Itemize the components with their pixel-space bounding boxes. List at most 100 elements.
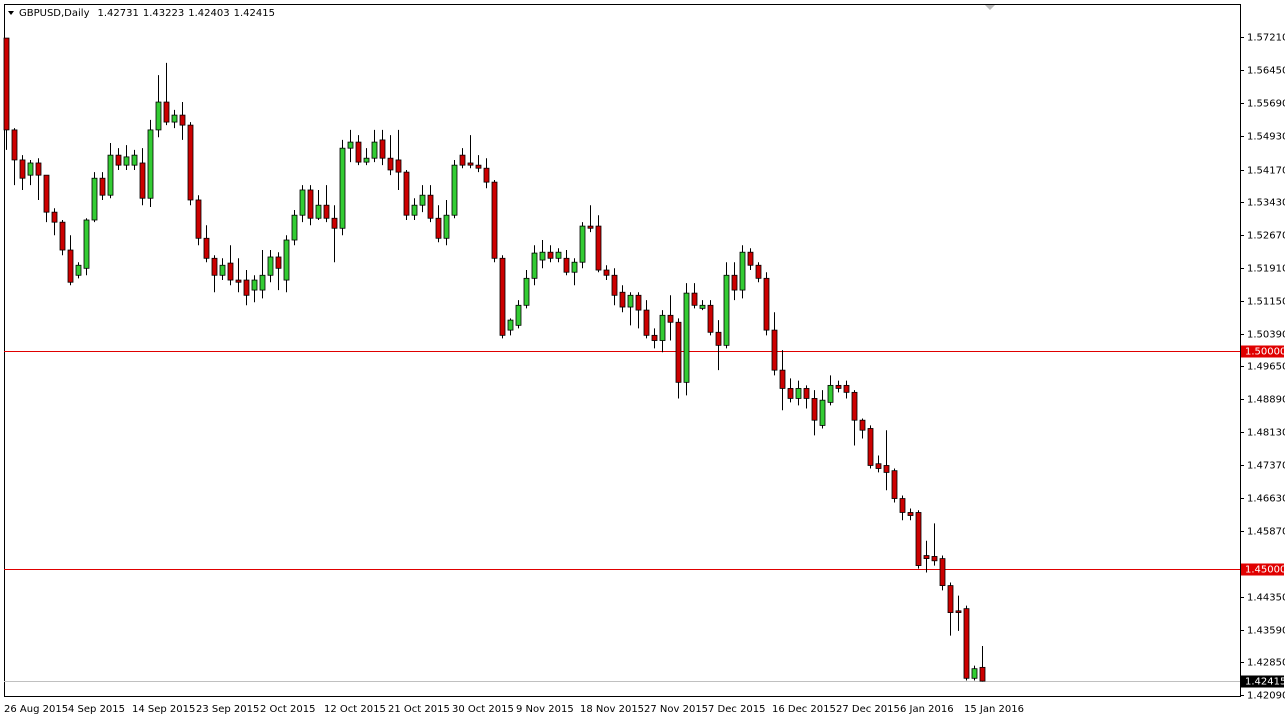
x-tick-label: 18 Nov 2015	[580, 704, 644, 715]
candle-body	[315, 204, 322, 219]
candle-body	[275, 256, 282, 269]
level-label: 1.45000	[1245, 565, 1285, 576]
x-tick-label: 30 Oct 2015	[452, 704, 514, 715]
x-tick-label: 14 Sep 2015	[132, 704, 195, 715]
candle-body	[211, 257, 218, 276]
x-tick-label: 16 Dec 2015	[772, 704, 836, 715]
x-tick-label: 7 Dec 2015	[708, 704, 766, 715]
candle-body	[731, 274, 738, 291]
candle-body	[59, 221, 66, 251]
candle-body	[75, 264, 82, 276]
candle-body	[739, 251, 746, 291]
candle-body	[395, 159, 402, 173]
chart-header: GBPUSD,Daily 1.42731 1.43223 1.42403 1.42415	[19, 8, 275, 19]
candle-body	[747, 251, 754, 266]
candle-body	[139, 162, 146, 199]
y-tick-label: 1.48130	[1247, 428, 1285, 439]
candle-body	[179, 114, 186, 126]
candle-body	[603, 269, 610, 276]
y-tick-label: 1.51910	[1247, 264, 1285, 275]
candle-body	[931, 556, 938, 562]
candle-body	[779, 369, 786, 389]
candle-body	[491, 181, 498, 259]
y-tick-label: 1.42090	[1247, 691, 1285, 702]
x-tick-label: 26 Aug 2015	[4, 704, 68, 715]
candle-body	[955, 610, 962, 613]
candle-body	[691, 292, 698, 306]
candle-body	[971, 668, 978, 679]
candle-body	[451, 164, 458, 216]
candle-body	[571, 261, 578, 273]
candle-body	[659, 314, 666, 341]
candle-body	[123, 156, 130, 166]
level-label-box	[1241, 345, 1284, 358]
candle-body	[979, 666, 986, 682]
candle-body	[171, 114, 178, 123]
candle-body	[435, 217, 442, 239]
candle-body	[291, 214, 298, 241]
candle-body	[683, 292, 690, 383]
y-tick-label: 1.50390	[1247, 330, 1285, 341]
candle-body	[403, 171, 410, 216]
candle-body	[331, 217, 338, 229]
candle-body	[811, 398, 818, 421]
plot-frame	[4, 4, 1241, 697]
candle-body	[203, 237, 210, 259]
candle-body	[283, 239, 290, 281]
candle-body	[299, 189, 306, 216]
candle-body	[595, 225, 602, 271]
x-tick-label: 6 Jan 2016	[900, 704, 954, 715]
candle-body	[307, 189, 314, 219]
y-tick-label: 1.57210	[1247, 33, 1285, 44]
candle-body	[443, 214, 450, 239]
header-open: 1.42731	[98, 8, 139, 19]
candle-body	[43, 174, 50, 213]
current-price-label: 1.42415	[1245, 677, 1285, 688]
candle-body	[531, 252, 538, 279]
candle-body	[147, 129, 154, 199]
candle-body	[883, 465, 890, 473]
candle-body	[219, 264, 226, 276]
candle-body	[867, 428, 874, 466]
candle-body	[915, 512, 922, 566]
y-tick-label: 1.46630	[1247, 494, 1285, 505]
candle-body	[339, 147, 346, 229]
x-tick-label: 9 Nov 2015	[516, 704, 574, 715]
x-tick-label: 27 Nov 2015	[644, 704, 708, 715]
candle-body	[27, 162, 34, 176]
candle-body	[619, 291, 626, 308]
candle-body	[851, 391, 858, 421]
candle-body	[67, 249, 74, 283]
candle-body	[259, 274, 266, 291]
x-tick-label: 23 Sep 2015	[196, 704, 259, 715]
y-tick-label: 1.43590	[1247, 626, 1285, 637]
candle-body	[235, 279, 242, 283]
candle-body	[483, 167, 490, 183]
y-tick-label: 1.51150	[1247, 297, 1285, 308]
candle-body	[699, 304, 706, 309]
candle-body	[379, 139, 386, 159]
y-tick-label: 1.44350	[1247, 593, 1285, 604]
y-tick-label: 1.47370	[1247, 461, 1285, 472]
menu-arrow[interactable]	[8, 11, 14, 15]
candle-body	[363, 157, 370, 163]
candle-body	[91, 177, 98, 221]
candle-body	[411, 204, 418, 216]
header-low: 1.42403	[188, 8, 229, 19]
candle-body	[835, 384, 842, 389]
candle-body	[827, 384, 834, 403]
y-tick-label: 1.54170	[1247, 166, 1285, 177]
candle-body	[323, 204, 330, 219]
candle-body	[643, 309, 650, 336]
candles	[3, 37, 986, 682]
candle-body	[795, 388, 802, 399]
x-tick-label: 2 Oct 2015	[260, 704, 315, 715]
candle-body	[35, 162, 42, 176]
candle-body	[539, 251, 546, 261]
candle-body	[3, 37, 10, 131]
y-tick-label: 1.45870	[1247, 527, 1285, 538]
y-tick-label: 1.49650	[1247, 362, 1285, 373]
candle-body	[651, 334, 658, 341]
candle-body	[843, 384, 850, 393]
